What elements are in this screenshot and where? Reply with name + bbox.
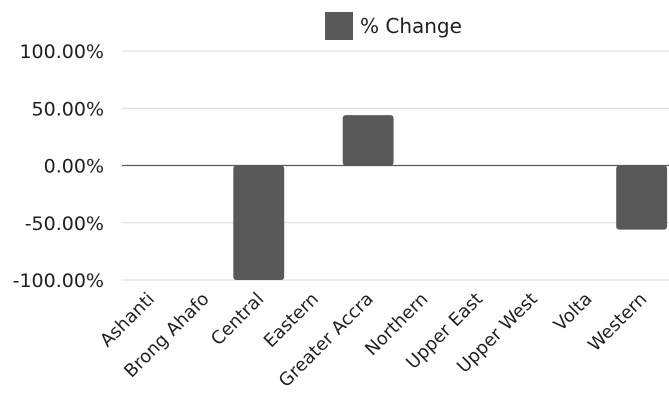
bar-western — [616, 165, 668, 230]
bar-central — [233, 165, 285, 280]
legend: % Change — [325, 12, 462, 40]
y-tick-label: 100.00% — [19, 41, 104, 63]
x-tick-label: Central — [207, 289, 268, 350]
x-tick-label: Greater Accra — [275, 289, 378, 392]
legend-swatch — [325, 12, 353, 40]
y-tick-label: 0.00% — [44, 156, 104, 178]
y-tick-label: -100.00% — [13, 270, 104, 292]
legend-label: % Change — [360, 14, 462, 38]
x-tick-label: Western — [584, 289, 651, 356]
bars — [233, 115, 668, 280]
bar-greater-accra — [342, 115, 394, 166]
x-tick-label: Volta — [550, 289, 597, 336]
y-axis-ticks: 100.00% 50.00% 0.00% -50.00% -100.00% — [13, 41, 104, 292]
gridlines — [122, 50, 669, 281]
y-tick-label: 50.00% — [32, 98, 104, 120]
y-tick-label: -50.00% — [25, 213, 104, 235]
